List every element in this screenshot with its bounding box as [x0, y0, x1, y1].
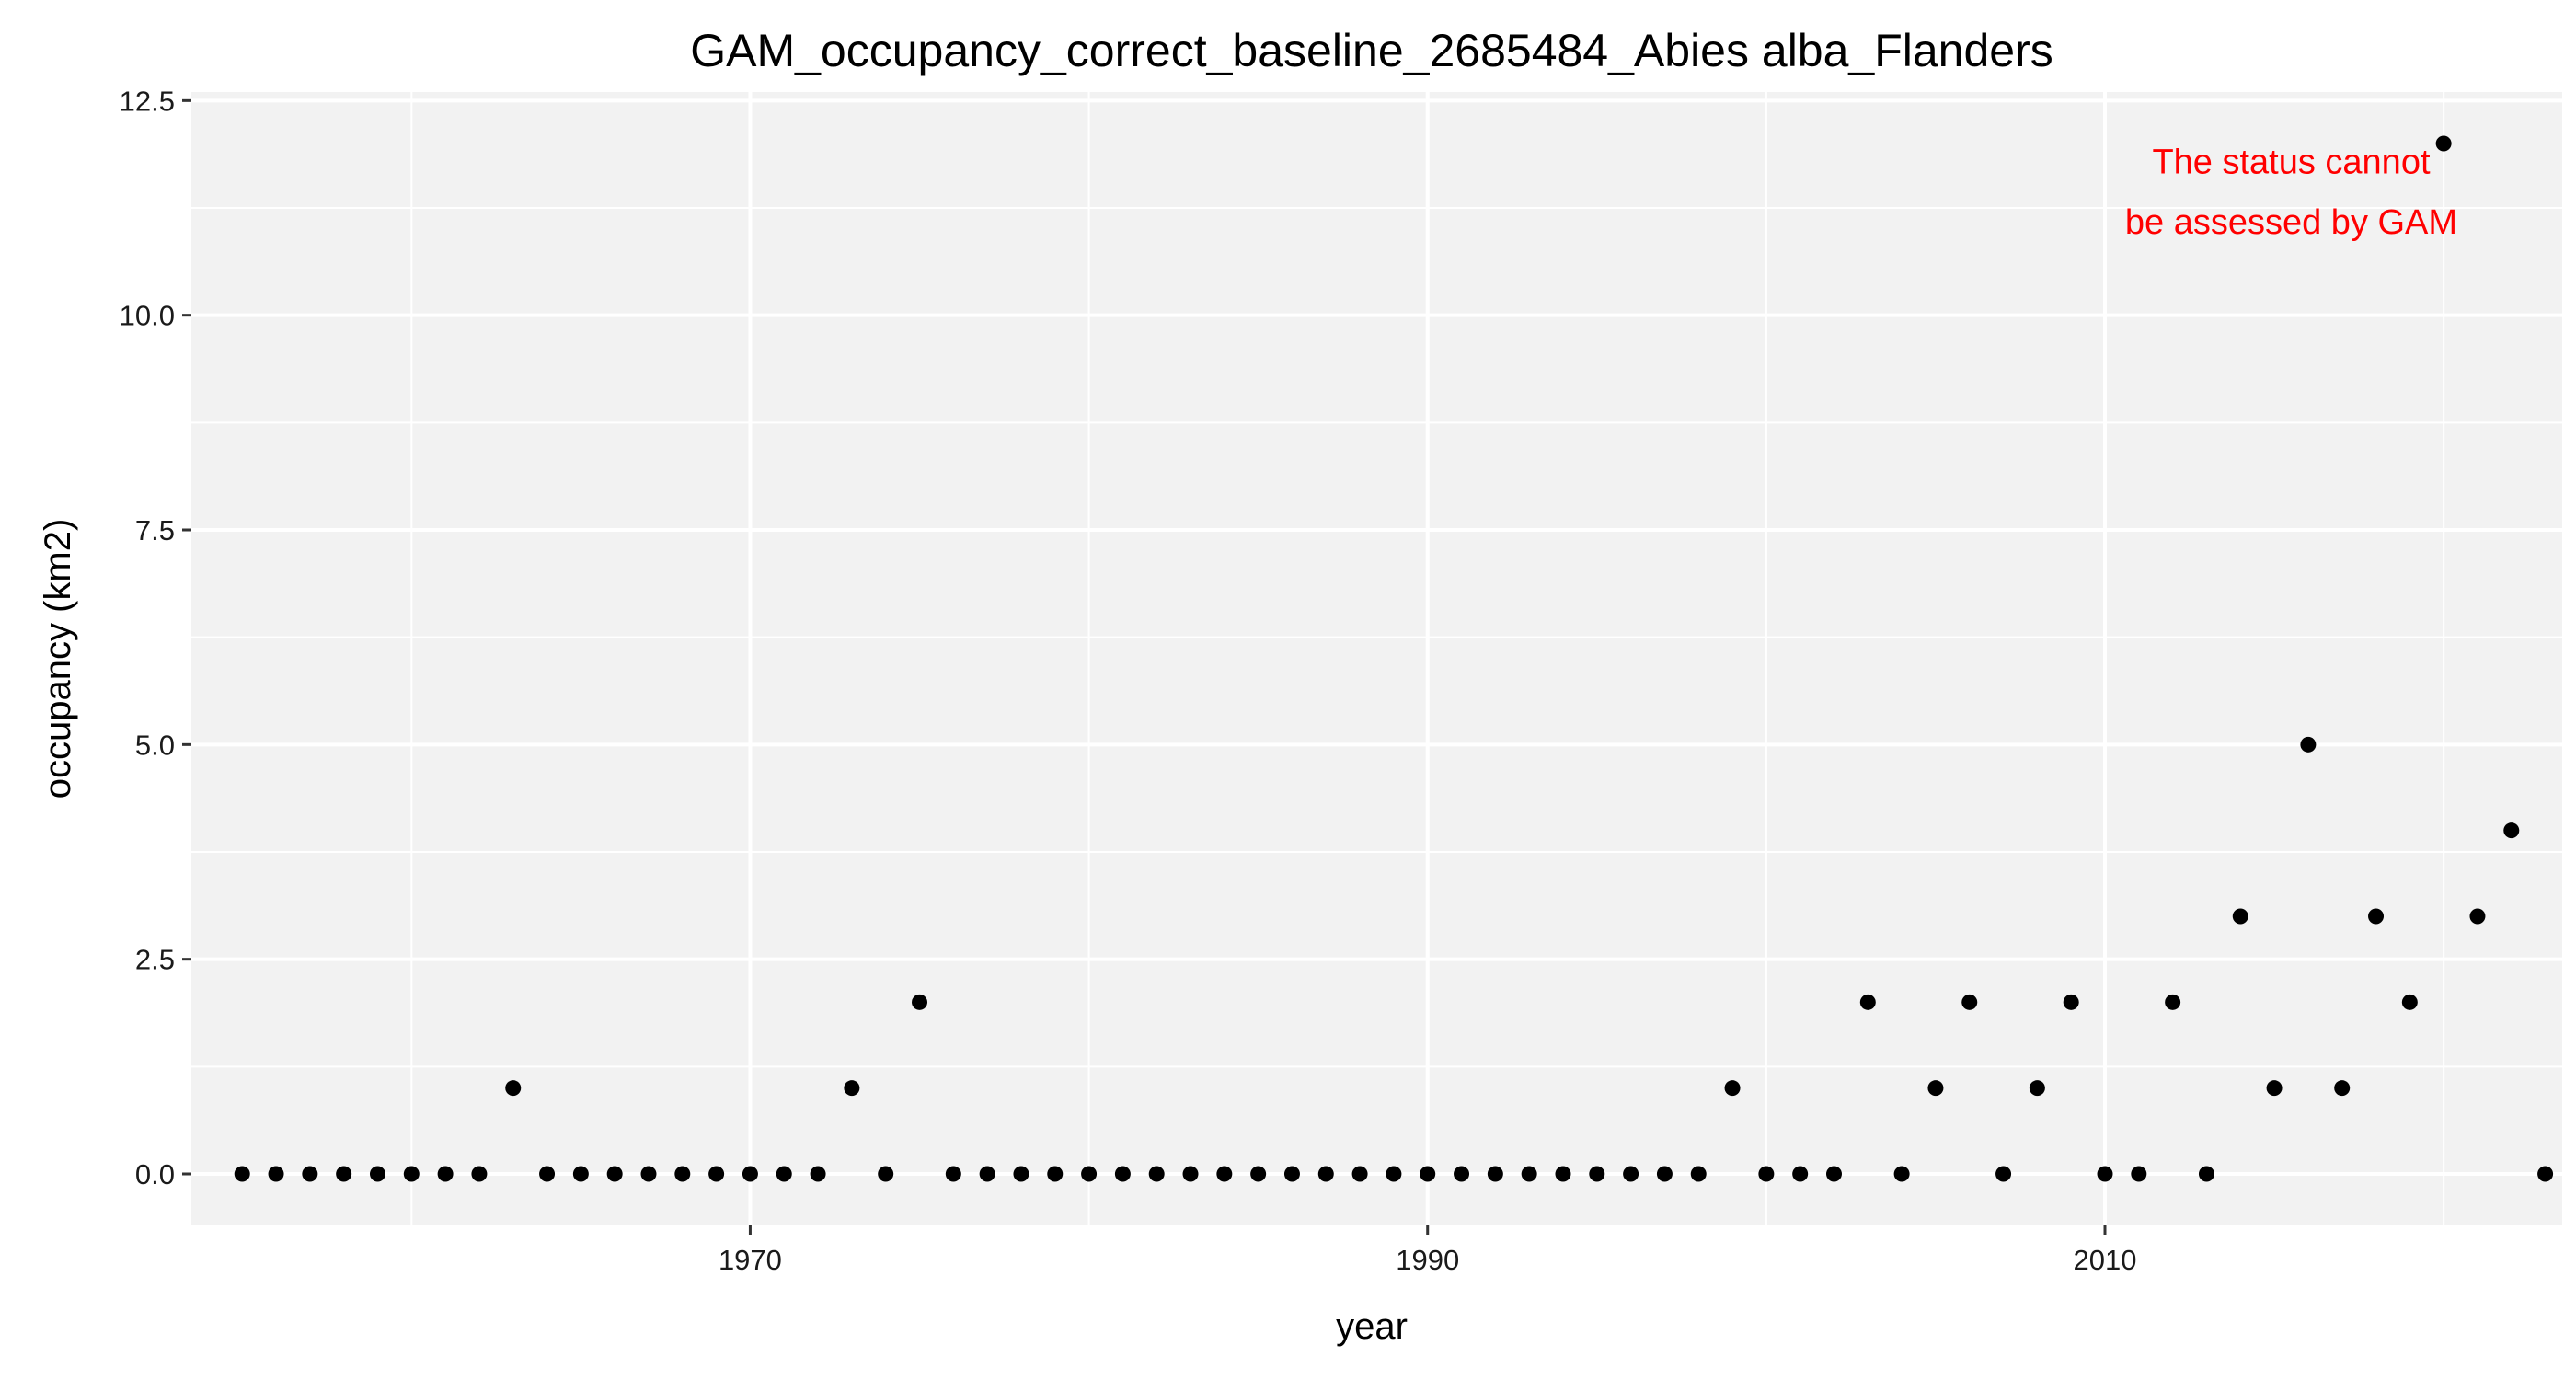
- data-point: [1690, 1166, 1707, 1182]
- data-point: [2266, 1080, 2283, 1097]
- data-point: [776, 1166, 792, 1182]
- data-point: [336, 1166, 352, 1182]
- data-point: [2300, 736, 2317, 753]
- annotation-line: The status cannot: [2152, 144, 2431, 182]
- data-point: [1487, 1166, 1503, 1182]
- data-points: [234, 135, 2554, 1182]
- data-point: [1386, 1166, 1402, 1182]
- y-tick-label: 0.0: [135, 1158, 175, 1190]
- data-point: [1283, 1166, 1300, 1182]
- data-point: [844, 1080, 860, 1097]
- data-point: [2537, 1166, 2554, 1182]
- data-point: [1454, 1166, 1470, 1182]
- y-tick-label: 12.5: [120, 85, 175, 117]
- data-point: [1589, 1166, 1605, 1182]
- data-point: [1859, 994, 1876, 1010]
- annotation-line: be assessed by GAM: [2125, 203, 2457, 242]
- data-point: [2029, 1080, 2045, 1097]
- data-point: [1148, 1166, 1165, 1182]
- data-point: [2435, 135, 2452, 152]
- data-point: [1182, 1166, 1199, 1182]
- data-point: [539, 1166, 556, 1182]
- minor-gridlines: [191, 92, 2562, 1225]
- data-point: [2198, 1166, 2214, 1182]
- data-point: [1927, 1080, 1944, 1097]
- data-point: [1114, 1166, 1131, 1182]
- data-point: [471, 1166, 488, 1182]
- data-point: [505, 1080, 522, 1097]
- x-tick-label: 2010: [2074, 1244, 2137, 1276]
- data-point: [2401, 994, 2418, 1010]
- data-point: [437, 1166, 454, 1182]
- data-point: [1893, 1166, 1910, 1182]
- data-point: [1317, 1166, 1334, 1182]
- data-point: [2334, 1080, 2351, 1097]
- data-point: [912, 994, 928, 1010]
- data-point: [979, 1166, 995, 1182]
- y-tick-label: 7.5: [135, 514, 175, 546]
- data-point: [1351, 1166, 1368, 1182]
- data-point: [1961, 994, 1978, 1010]
- data-point: [1216, 1166, 1233, 1182]
- data-point: [2469, 908, 2486, 925]
- chart-title: GAM_occupancy_correct_baseline_2685484_A…: [690, 25, 2053, 76]
- data-point: [268, 1166, 284, 1182]
- x-tick-label: 1970: [719, 1244, 782, 1276]
- data-point: [878, 1166, 894, 1182]
- x-axis-title: year: [1336, 1306, 1408, 1347]
- data-point: [1792, 1166, 1809, 1182]
- data-point: [2097, 1166, 2113, 1182]
- data-point: [2368, 908, 2385, 925]
- y-tick-label: 5.0: [135, 729, 175, 761]
- data-point: [640, 1166, 657, 1182]
- data-point: [606, 1166, 623, 1182]
- data-point: [1825, 1166, 1842, 1182]
- y-tick-label: 10.0: [120, 300, 175, 332]
- data-point: [1724, 1080, 1741, 1097]
- data-point: [234, 1166, 250, 1182]
- data-point: [2503, 822, 2520, 839]
- plot-panel: [191, 92, 2562, 1225]
- data-point: [403, 1166, 420, 1182]
- data-point: [1656, 1166, 1673, 1182]
- data-point: [1081, 1166, 1098, 1182]
- data-point: [2165, 994, 2181, 1010]
- y-tick-label: 2.5: [135, 944, 175, 976]
- data-point: [2131, 1166, 2147, 1182]
- data-point: [1521, 1166, 1537, 1182]
- y-axis-title: occupancy (km2): [38, 519, 78, 799]
- data-point: [2063, 994, 2079, 1010]
- data-point: [1758, 1166, 1775, 1182]
- data-point: [1420, 1166, 1436, 1182]
- data-point: [1623, 1166, 1639, 1182]
- data-point: [674, 1166, 691, 1182]
- tick-labels: 1970 1990 2010 0.0 2.5 5.0 7.5 10.0 12.5: [120, 85, 2137, 1276]
- data-point: [1250, 1166, 1267, 1182]
- data-point: [708, 1166, 725, 1182]
- data-point: [945, 1166, 961, 1182]
- data-point: [1995, 1166, 2012, 1182]
- axis-ticks: [182, 98, 2107, 1235]
- x-tick-label: 1990: [1396, 1244, 1459, 1276]
- data-point: [369, 1166, 385, 1182]
- data-point: [1555, 1166, 1571, 1182]
- data-point: [742, 1166, 758, 1182]
- data-point: [572, 1166, 589, 1182]
- status-annotation: The status cannot be assessed by GAM: [2125, 144, 2457, 242]
- data-point: [810, 1166, 826, 1182]
- major-gridlines: [191, 92, 2562, 1225]
- data-point: [1013, 1166, 1029, 1182]
- data-point: [2232, 908, 2248, 925]
- data-point: [302, 1166, 318, 1182]
- data-point: [1047, 1166, 1064, 1182]
